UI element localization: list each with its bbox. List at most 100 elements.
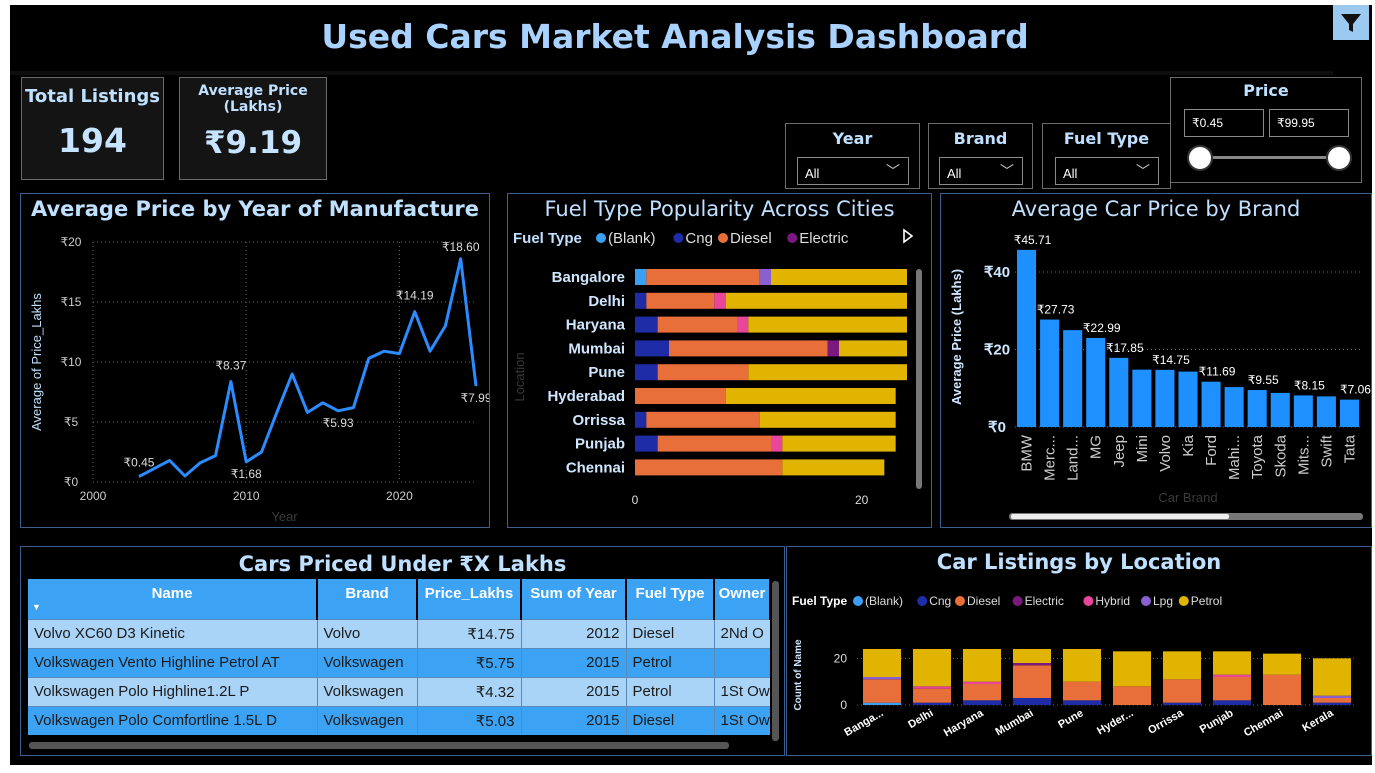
legend-label: Electric bbox=[1025, 594, 1064, 608]
chevron-down-icon: ﹀ bbox=[1136, 163, 1150, 179]
table-row[interactable]: Volkswagen Polo Comfortline 1.5L D Volksw… bbox=[28, 705, 770, 735]
year-dropdown[interactable]: All ﹀ bbox=[797, 157, 909, 185]
data-label: ₹18.60 bbox=[442, 240, 480, 254]
category-label: Haryana bbox=[566, 317, 626, 334]
table-row[interactable]: Volkswagen Polo Highline1.2L P Volkswagen… bbox=[28, 676, 770, 706]
table-column-header[interactable]: Owner bbox=[714, 579, 770, 619]
price-slicer-title: Price bbox=[1243, 81, 1289, 100]
table-cell: 2012 bbox=[521, 618, 627, 648]
kpi-average-price-label-1: Average Price bbox=[198, 83, 308, 99]
x-tick-label: Jeep bbox=[1111, 435, 1128, 468]
stacked-bar-segment bbox=[646, 411, 760, 428]
x-tick-label: Swift bbox=[1318, 434, 1335, 467]
brand-bar bbox=[1178, 371, 1198, 427]
stacked-bar-segment bbox=[714, 292, 726, 309]
table-cell: 2015 bbox=[521, 647, 627, 677]
table-column-header[interactable]: Price_Lakhs bbox=[417, 579, 522, 619]
stacked-bar-segment bbox=[1013, 649, 1051, 663]
table-column-header[interactable]: Brand bbox=[317, 579, 418, 619]
stacked-bar-segment bbox=[1163, 702, 1201, 705]
kpi-average-price: Average Price (Lakhs) ₹9.19 bbox=[179, 77, 327, 180]
legend-label: Hybrid bbox=[1095, 594, 1130, 608]
price-slider-track[interactable] bbox=[1201, 156, 1341, 159]
table-column-header[interactable]: Fuel Type bbox=[626, 579, 715, 619]
filter-funnel-icon[interactable] bbox=[1333, 5, 1369, 40]
sort-descending-icon[interactable]: ▼ bbox=[32, 602, 41, 612]
x-tick-label: Ford bbox=[1203, 435, 1220, 466]
year-dropdown-value: All bbox=[805, 166, 820, 181]
stacked-bar-segment bbox=[963, 700, 1001, 705]
legend-label: Cng bbox=[685, 230, 713, 247]
stacked-bar-segment bbox=[1213, 677, 1251, 701]
y-tick-label: ₹5 bbox=[64, 415, 79, 429]
brand-bar bbox=[1063, 330, 1083, 427]
legend-next-arrow-icon bbox=[903, 228, 914, 244]
x-tick-label: 2010 bbox=[233, 489, 260, 503]
x-tick-label: BMW bbox=[1019, 434, 1036, 472]
kpi-total-listings: Total Listings 194 bbox=[21, 77, 164, 180]
table-cell: Volkswagen Polo Highline1.2L P bbox=[28, 676, 318, 706]
listings-by-location-chart: Fuel Type (Blank) Cng Diesel Electric Hybrid L… bbox=[792, 594, 1357, 739]
fuel-type-dropdown-value: All bbox=[1063, 166, 1078, 181]
x-tick-label: MG bbox=[1088, 435, 1105, 459]
table-cell: Volkswagen Vento Highline Petrol AT bbox=[28, 647, 318, 677]
legend-label: Diesel bbox=[967, 594, 1000, 608]
data-label: ₹5.93 bbox=[323, 416, 354, 430]
table-cell: Volkswagen bbox=[317, 676, 418, 706]
y-tick-label: ₹0 bbox=[988, 419, 1006, 436]
brand-dropdown[interactable]: All ﹀ bbox=[939, 157, 1023, 185]
data-label: ₹9.55 bbox=[1248, 373, 1279, 387]
price-slider-max-handle[interactable] bbox=[1326, 145, 1352, 171]
cars-table: Name ▼ Brand Price_Lakhs Sum of Year Fuel Typ… bbox=[28, 579, 770, 735]
x-tick-label: 20 bbox=[855, 493, 869, 507]
price-min-input[interactable]: ₹0.45 bbox=[1184, 109, 1264, 137]
stacked-bar-segment bbox=[635, 411, 647, 428]
stacked-bar-segment bbox=[725, 292, 907, 309]
stacked-bar-segment bbox=[635, 364, 658, 381]
x-tick-label: Tata bbox=[1341, 434, 1358, 463]
category-label: Bangalore bbox=[552, 269, 625, 286]
table-row[interactable]: Volkswagen Vento Highline Petrol AT Volks… bbox=[28, 647, 770, 677]
avg-price-by-brand-panel: Average Car Price by Brand ₹0 ₹20 ₹40 ₹45.7… bbox=[940, 193, 1372, 528]
data-label: ₹11.69 bbox=[1199, 365, 1236, 379]
y-tick-label: 20 bbox=[834, 651, 848, 665]
y-axis-title: Location bbox=[512, 352, 527, 401]
y-tick-label: 0 bbox=[840, 698, 847, 712]
brand-bar bbox=[1247, 389, 1267, 427]
price-max-input[interactable]: ₹99.95 bbox=[1269, 109, 1349, 137]
legend-swatch bbox=[1083, 596, 1094, 606]
stacked-bar-segment bbox=[863, 679, 901, 703]
stacked-bar-segment bbox=[748, 364, 907, 381]
x-axis-title: Car Brand bbox=[1158, 490, 1217, 505]
price-slider-min-handle[interactable] bbox=[1187, 145, 1213, 171]
table-vertical-scrollbar[interactable] bbox=[772, 581, 779, 741]
stacked-bar-segment bbox=[782, 435, 896, 452]
x-tick-label: Orrissa bbox=[1146, 707, 1186, 737]
legend-label: Lpg bbox=[1153, 594, 1173, 608]
table-cell: 2Nd O bbox=[714, 618, 770, 648]
table-horizontal-scrollbar[interactable] bbox=[29, 742, 729, 749]
stacked-bar-segment bbox=[863, 649, 901, 677]
cars-table-title: Cars Priced Under ₹X Lakhs bbox=[238, 552, 567, 576]
legend-swatch bbox=[1178, 596, 1189, 606]
table-header-row: Name ▼ Brand Price_Lakhs Sum of Year Fuel Typ… bbox=[28, 579, 770, 619]
x-tick-label: Mumbai bbox=[994, 707, 1036, 738]
vertical-scrollbar bbox=[916, 269, 922, 489]
legend-swatch bbox=[787, 233, 798, 243]
table-row[interactable]: Volvo XC60 D3 Kinetic Volvo ₹14.75 2012 Dies… bbox=[28, 618, 770, 648]
table-column-header[interactable]: Sum of Year bbox=[521, 579, 627, 619]
brand-bar bbox=[1293, 395, 1313, 427]
table-cell: Volkswagen bbox=[317, 705, 418, 735]
fuel-type-dropdown[interactable]: All ﹀ bbox=[1055, 157, 1159, 185]
category-label: Punjab bbox=[575, 436, 625, 453]
category-label: Orrissa bbox=[572, 412, 625, 429]
table-cell: 2015 bbox=[521, 705, 627, 735]
stacked-bar-segment bbox=[635, 316, 658, 333]
stacked-bar-segment bbox=[748, 316, 907, 333]
category-label: Pune bbox=[588, 364, 625, 381]
stacked-bar-segment bbox=[1163, 679, 1201, 703]
table-cell: 2015 bbox=[521, 676, 627, 706]
stacked-bar-segment bbox=[657, 364, 749, 381]
table-column-header[interactable]: Name ▼ bbox=[28, 579, 318, 619]
category-label: Delhi bbox=[588, 293, 625, 310]
